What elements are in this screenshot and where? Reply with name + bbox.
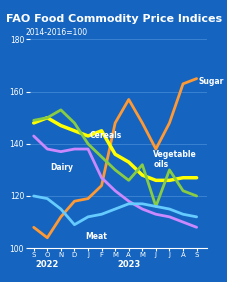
Text: Vegetable
oils: Vegetable oils [153,150,196,169]
Text: Dairy: Dairy [50,163,73,172]
Text: FAO Food Commodity Price Indices: FAO Food Commodity Price Indices [6,14,221,24]
Text: 2023: 2023 [117,260,140,269]
Text: 2022: 2022 [35,260,59,269]
Text: Sugar: Sugar [198,77,223,86]
Text: Cereals: Cereals [89,131,121,140]
Text: 2014-2016=100: 2014-2016=100 [25,28,87,37]
Text: Meat: Meat [85,232,107,241]
